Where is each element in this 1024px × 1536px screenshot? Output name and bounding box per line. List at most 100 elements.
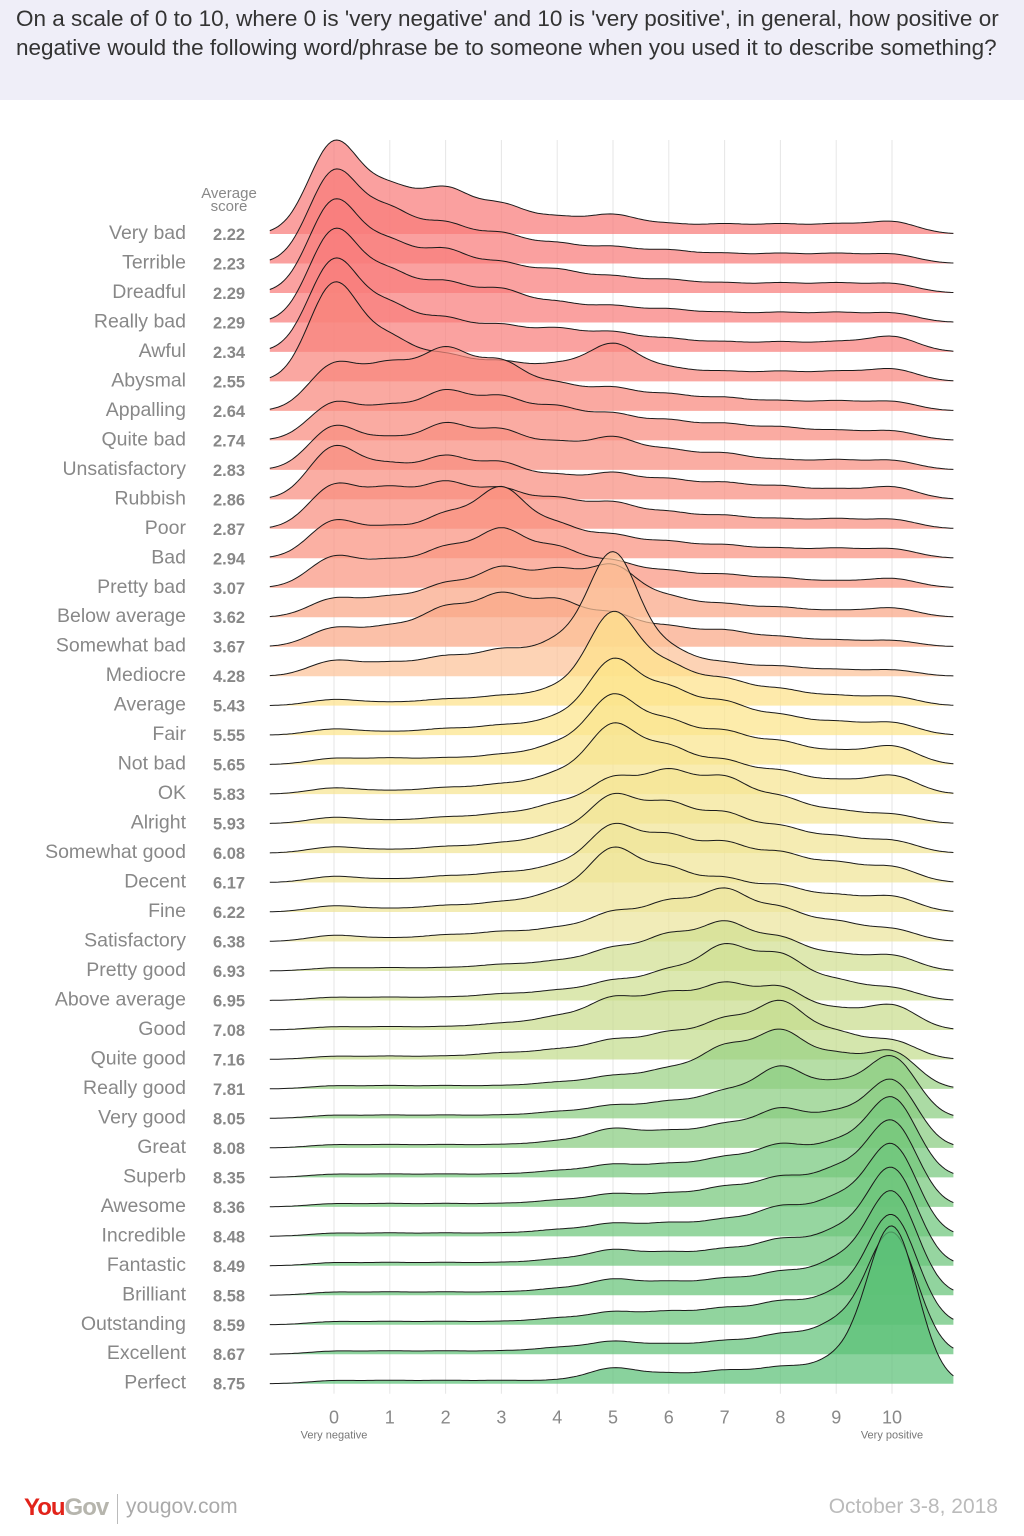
row-label: Awesome [101,1195,186,1217]
row-label: Alright [131,812,187,834]
row-label: Fantastic [107,1254,186,1276]
ridge-row [269,1078,954,1149]
row-average-score: 8.08 [213,1140,245,1158]
x-tick-label: 4 [552,1408,562,1428]
row-label: Unsatisfactory [62,458,186,480]
row-label: Above average [55,988,186,1010]
x-tick-label: 1 [385,1408,395,1428]
score-column-header: Average score [201,185,257,215]
row-average-score: 6.38 [213,934,245,952]
row-average-score: 2.64 [213,403,246,421]
x-tick-label: 5 [608,1408,618,1428]
ridge-area [269,722,954,795]
row-label: Average [114,694,186,716]
ridge-line [269,168,954,264]
ridge-row [269,168,954,264]
ridge-line [269,1078,954,1149]
ridge-row [269,792,954,854]
row-label: Excellent [107,1342,187,1364]
x-tick-label: 6 [664,1408,674,1428]
row-average-score: 6.93 [213,963,245,981]
ridge-line [269,1096,954,1178]
ridge-line [269,257,954,352]
row-label: Somewhat good [45,841,186,863]
ridge-line [269,389,954,441]
row-average-score: 3.62 [213,609,245,627]
row-average-score: 6.08 [213,845,245,863]
row-label: Brilliant [122,1283,187,1305]
ridge-line [269,444,954,500]
ridge-line [269,887,954,942]
ridge-line [269,551,954,677]
ridge-area [269,1143,954,1237]
row-average-score: 2.87 [213,521,245,539]
ridge-row [269,227,954,323]
ridge-line [269,1142,954,1237]
ridge-row [269,1166,954,1267]
ridge-row [269,846,954,913]
row-label: Incredible [101,1224,186,1246]
x-tick-label: 7 [720,1408,730,1428]
row-label: Pretty good [86,959,186,981]
ridge-line [269,139,954,234]
row-label: Mediocre [106,664,186,686]
row-average-score: 5.43 [213,698,245,716]
row-average-score: 4.28 [213,668,245,686]
row-label: Somewhat bad [56,635,186,657]
row-average-score: 7.16 [213,1051,245,1069]
ridge-row [269,198,954,293]
row-label: Abysmal [111,369,186,391]
row-label: Perfect [124,1372,186,1394]
row-average-score: 6.95 [213,992,245,1010]
row-average-score: 8.48 [213,1228,245,1246]
x-tick-label: 3 [496,1408,506,1428]
x-end-label-left: Very negative [301,1430,368,1442]
row-label: Decent [124,871,186,893]
ridge-line [269,345,954,411]
row-label: Appalling [106,399,186,421]
ridge-row [269,257,954,352]
ridge-area [269,257,954,352]
x-tick-label: 0 [329,1408,339,1428]
ridge-line [269,1231,954,1355]
ridge-line [269,846,954,913]
row-average-score: 2.29 [213,285,245,303]
x-tick-label: 9 [831,1408,841,1428]
ridge-line [269,767,954,824]
row-label: Awful [139,340,186,362]
row-average-score: 8.59 [213,1317,245,1335]
ridge-line [269,722,954,795]
footer-site-link[interactable]: yougov.com [126,1495,238,1518]
ridge-area [269,198,954,293]
ridge-area [269,847,954,913]
ridge-line [269,1054,954,1119]
row-label: Fair [152,723,186,745]
ridge-row [269,1096,954,1178]
row-average-score: 2.55 [213,373,245,391]
question-header: On a scale of 0 to 10, where 0 is 'very … [0,0,1024,100]
ridge-line [269,1028,954,1090]
ridge-line [269,227,954,323]
row-average-score: 8.58 [213,1287,245,1305]
row-average-score: 2.29 [213,314,245,332]
row-average-score: 2.86 [213,491,245,509]
ridge-line [269,1190,954,1296]
row-label: Dreadful [112,281,186,303]
ridge-area [269,793,954,854]
row-average-score: 7.08 [213,1022,245,1040]
yougov-logo[interactable]: YouGov [24,1494,109,1521]
row-average-score: 5.55 [213,727,245,745]
ridge-row [269,1225,954,1385]
ridge-area [269,140,954,234]
row-label: Poor [145,517,187,539]
ridge-line [269,485,954,559]
ridge-line [269,1166,954,1267]
row-average-score: 5.93 [213,816,245,834]
ridge-row [269,722,954,795]
row-average-score: 2.34 [213,344,246,362]
row-label: Great [137,1136,186,1158]
ridge-line [269,657,954,736]
row-label: Very bad [109,222,186,244]
ridge-line [269,421,954,470]
